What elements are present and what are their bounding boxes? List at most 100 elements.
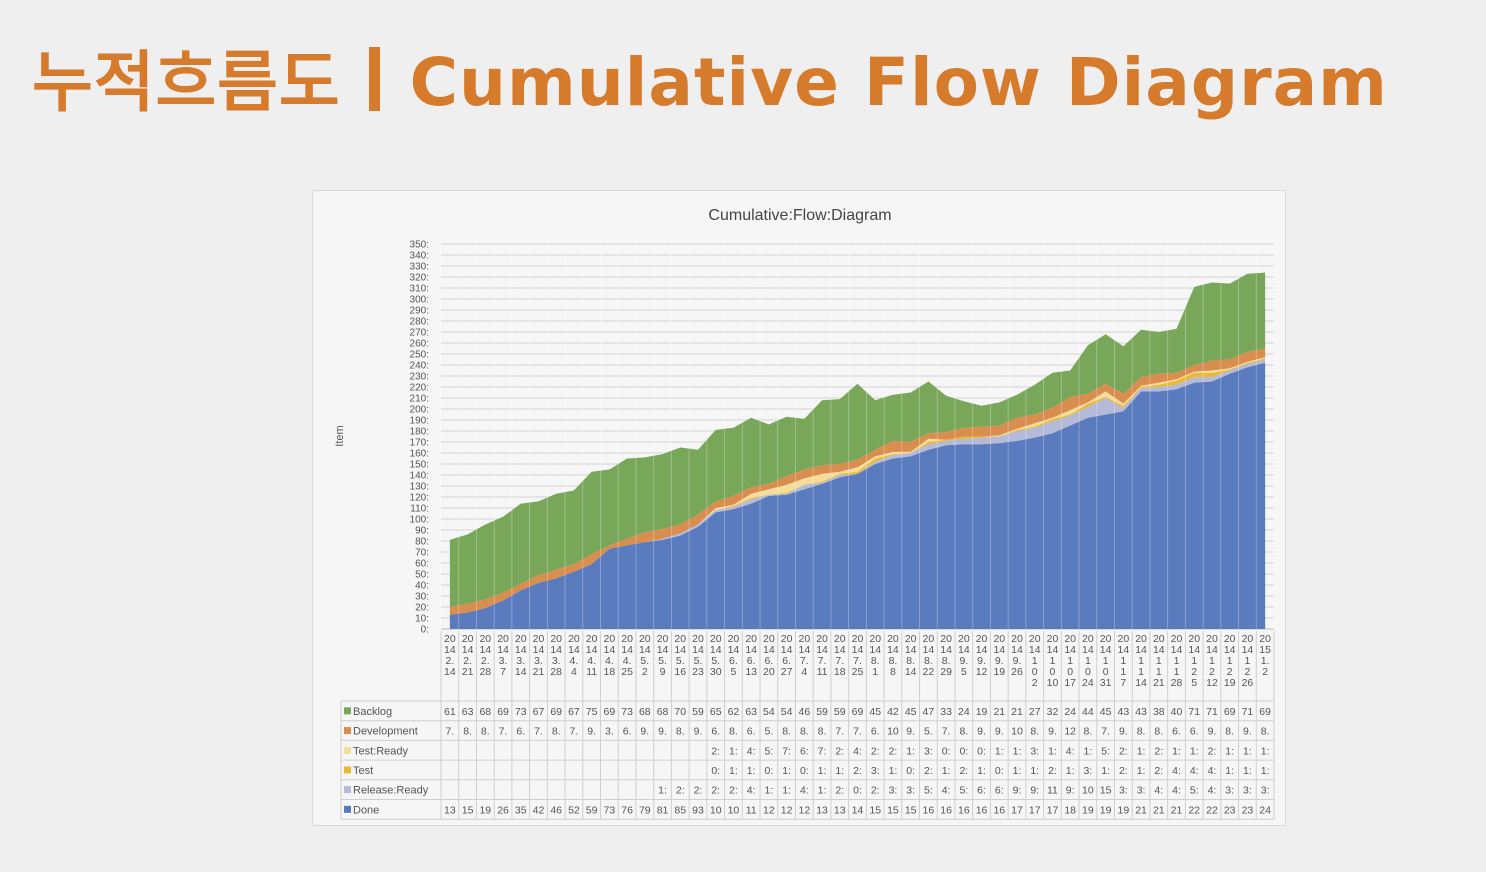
table-cell: 40 bbox=[1171, 706, 1183, 718]
table-cell: 0: bbox=[765, 765, 774, 777]
table-cell: 9: bbox=[1066, 785, 1075, 797]
x-tick-label: 20 14 1 1 21 bbox=[1153, 633, 1165, 689]
table-cell: 2: bbox=[835, 785, 844, 797]
y-tick-label: 70: bbox=[415, 548, 429, 559]
table-cell: 73 bbox=[604, 804, 616, 816]
x-tick-label: 20 14 4. 18 bbox=[604, 633, 616, 678]
table-cell: 71 bbox=[1206, 706, 1218, 718]
table-cell: 6. bbox=[747, 726, 756, 738]
chart-panel: Cumulative:Flow:Diagram Item 0: 10: 20: 30:… bbox=[312, 190, 1286, 826]
table-cell: 3: bbox=[906, 785, 915, 797]
legend-label-release-ready: Release:Ready bbox=[353, 785, 429, 797]
table-cell: 4: bbox=[853, 745, 862, 757]
table-cell: 12 bbox=[1064, 726, 1076, 738]
table-cell: 69 bbox=[1224, 706, 1236, 718]
table-cell: 2: bbox=[835, 745, 844, 757]
x-tick-label: 20 14 2. 21 bbox=[462, 633, 474, 678]
table-cell: 8. bbox=[676, 726, 685, 738]
table-cell: 0: bbox=[906, 765, 915, 777]
y-tick-label: 150: bbox=[410, 460, 429, 471]
table-cell: 7: bbox=[818, 745, 827, 757]
table-cell: 7. bbox=[445, 726, 454, 738]
table-cell: 1: bbox=[765, 785, 774, 797]
table-cell: 15 bbox=[887, 804, 899, 816]
table-cell: 9: bbox=[1013, 785, 1022, 797]
table-cell: 17 bbox=[1047, 804, 1059, 816]
legend-label-development: Development bbox=[353, 726, 418, 738]
table-cell: 1: bbox=[995, 745, 1004, 757]
table-cell: 5. bbox=[924, 726, 933, 738]
table-cell: 1: bbox=[1172, 745, 1181, 757]
table-cell: 3: bbox=[1119, 785, 1128, 797]
table-cell: 59 bbox=[834, 706, 846, 718]
table-cell: 4: bbox=[1190, 765, 1199, 777]
table-cell: 9. bbox=[1208, 726, 1217, 738]
table-cell: 2: bbox=[871, 785, 880, 797]
table-cell: 11 bbox=[1047, 785, 1058, 797]
table-cell: 69 bbox=[497, 706, 509, 718]
table-cell: 16 bbox=[940, 804, 952, 816]
data-table: 20 14 2. 14 20 14 2. 21 20 14 2. 28 20 14 3. 7 20 14 3. 14 2… bbox=[340, 631, 1275, 820]
x-tick-label: 20 14 6. 20 bbox=[763, 633, 775, 678]
table-cell: 15 bbox=[1100, 785, 1112, 797]
x-tick-label: 20 15 1. 2 bbox=[1259, 633, 1271, 678]
table-cell: 93 bbox=[692, 804, 704, 816]
slide-title-english: Cumulative Flow Diagram bbox=[409, 44, 1388, 121]
x-tick-label: 20 14 1 2 26 bbox=[1242, 633, 1254, 689]
table-cell: 69 bbox=[852, 706, 864, 718]
x-tick-label: 20 14 8. 1 bbox=[869, 633, 881, 678]
table-cell: 7. bbox=[534, 726, 543, 738]
y-tick-label: 330: bbox=[410, 262, 429, 273]
table-cell: 21 bbox=[1011, 706, 1023, 718]
x-tick-label: 20 14 3. 28 bbox=[550, 633, 562, 678]
table-cell: 2: bbox=[676, 785, 685, 797]
x-tick-label: 20 14 4. 11 bbox=[586, 633, 598, 678]
y-tick-label: 130: bbox=[410, 482, 429, 493]
table-cell: 67 bbox=[568, 706, 580, 718]
table-cell: 1: bbox=[1048, 745, 1057, 757]
table-cell: 6. bbox=[1190, 726, 1199, 738]
table-cell: 52 bbox=[568, 804, 580, 816]
table-cell: 3: bbox=[1225, 785, 1234, 797]
table-cell: 15 bbox=[869, 804, 881, 816]
table-cell: 70 bbox=[674, 706, 686, 718]
table-cell: 4: bbox=[1066, 745, 1075, 757]
table-cell: 6: bbox=[800, 745, 809, 757]
x-tick-label: 20 14 1 0 2 bbox=[1029, 633, 1041, 689]
table-cell: 1: bbox=[818, 785, 827, 797]
table-cell: 9. bbox=[1243, 726, 1252, 738]
table-cell: 5: bbox=[924, 785, 933, 797]
table-cell: 0: bbox=[800, 765, 809, 777]
table-cell: 5. bbox=[765, 726, 774, 738]
table-cell: 21 bbox=[1171, 804, 1183, 816]
table-cell: 1: bbox=[782, 765, 791, 777]
y-tick-label: 340: bbox=[410, 251, 429, 262]
table-cell: 68 bbox=[639, 706, 651, 718]
table-cell: 3: bbox=[1243, 785, 1252, 797]
y-tick-label: 350: bbox=[410, 240, 429, 251]
y-tick-label: 30: bbox=[415, 592, 429, 603]
table-cell: 43 bbox=[1135, 706, 1147, 718]
x-tick-label: 20 14 1 2 19 bbox=[1224, 633, 1236, 689]
table-cell: 35 bbox=[515, 804, 527, 816]
y-tick-label: 220: bbox=[410, 383, 429, 394]
table-cell: 22 bbox=[1206, 804, 1218, 816]
table-cell: 42 bbox=[533, 804, 545, 816]
table-cell: 73 bbox=[621, 706, 633, 718]
table-cell: 5: bbox=[1101, 745, 1110, 757]
legend-label-test-ready: Test:Ready bbox=[353, 745, 409, 757]
table-cell: 1: bbox=[747, 765, 756, 777]
table-cell: 21 bbox=[1153, 804, 1165, 816]
x-tick-label: 20 14 1 2 5 bbox=[1188, 633, 1200, 689]
table-cell: 69 bbox=[550, 706, 562, 718]
table-cell: 1: bbox=[1137, 765, 1146, 777]
y-tick-label: 290: bbox=[410, 306, 429, 317]
x-tick-label: 20 14 9. 5 bbox=[958, 633, 970, 678]
x-tick-label: 20 14 1 0 24 bbox=[1082, 633, 1094, 689]
table-cell: 12 bbox=[781, 804, 793, 816]
table-cell: 76 bbox=[621, 804, 633, 816]
table-cell: 44 bbox=[1082, 706, 1094, 718]
x-tick-label: 20 14 4. 4 bbox=[568, 633, 580, 678]
table-cell: 1: bbox=[1243, 765, 1252, 777]
table-cell: 2: bbox=[711, 785, 720, 797]
